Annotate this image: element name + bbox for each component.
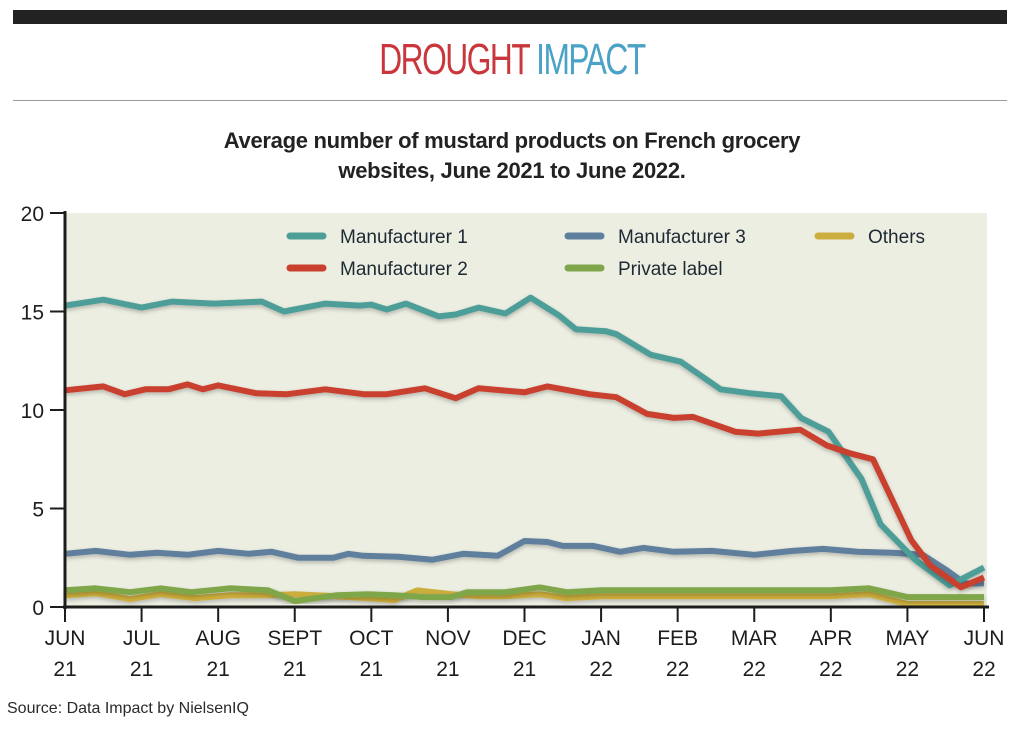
- x-tick-label-month: AUG: [195, 627, 241, 650]
- line-chart: Manufacturer 1 Manufacturer 3 Others Manufa…: [21, 203, 1005, 681]
- series-line-manufacturer-3: [64, 538, 984, 587]
- chart-title-line-2: websites, June 2021 to June 2022.: [338, 158, 686, 183]
- series-layer: [64, 294, 986, 607]
- x-tick-label-month: NOV: [425, 627, 471, 650]
- y-tick-label: 15: [21, 302, 44, 325]
- legend: Manufacturer 1 Manufacturer 3 Others Manufa…: [286, 227, 925, 280]
- brand-word-impact: IMPACT: [536, 35, 646, 84]
- legend-label: Manufacturer 2: [340, 259, 468, 280]
- plot-background: [65, 213, 987, 607]
- x-tick-label-year: 21: [283, 658, 306, 681]
- series-line-manufacturer-1: [64, 294, 986, 589]
- chart-title-line-1: Average number of mustard products on Fr…: [223, 128, 801, 153]
- source-note: Source: Data Impact by NielsenIQ: [7, 700, 249, 717]
- y-tick-label: 5: [32, 499, 44, 522]
- chart-title: Average number of mustard products on Fr…: [0, 126, 1024, 186]
- x-tick-label-month: SEPT: [267, 627, 322, 650]
- x-tick-label-month: JUN: [964, 627, 1005, 650]
- x-tick-label-year: 22: [743, 658, 766, 681]
- y-tick-label: 0: [32, 597, 44, 620]
- brand-word-drought: DROUGHT: [379, 35, 530, 84]
- x-tick-label-year: 22: [589, 658, 612, 681]
- x-tick-label-year: 22: [972, 658, 995, 681]
- x-tick-label-month: APR: [809, 627, 852, 650]
- x-tick-label-year: 21: [53, 658, 76, 681]
- x-tick-label-month: DEC: [502, 627, 546, 650]
- x-tick-label-month: JUN: [45, 627, 86, 650]
- x-tick-label-month: JAN: [581, 627, 621, 650]
- y-ticks: 0 5 10 15 20: [21, 203, 65, 620]
- legend-label: Manufacturer 1: [340, 227, 468, 248]
- x-tick-label-month: MAR: [731, 627, 778, 650]
- x-tick-label-year: 21: [130, 658, 153, 681]
- y-tick-label: 20: [21, 203, 44, 226]
- brand-title: DROUGHT IMPACT: [143, 34, 880, 86]
- x-tick-label-month: OCT: [349, 627, 394, 650]
- x-tick-label-month: JUL: [123, 627, 160, 650]
- x-tick-label-year: 22: [666, 658, 689, 681]
- x-tick-label-month: FEB: [657, 627, 698, 650]
- x-tick-label-year: 22: [896, 658, 919, 681]
- y-tick-label: 10: [21, 400, 44, 423]
- series-line-private-label: [64, 584, 984, 605]
- x-tick-label-year: 21: [436, 658, 459, 681]
- x-tick-label-year: 21: [360, 658, 383, 681]
- legend-label: Private label: [618, 259, 723, 280]
- legend-label: Manufacturer 3: [618, 227, 746, 248]
- x-tick-label-year: 21: [206, 658, 229, 681]
- x-tick-label-month: MAY: [885, 627, 929, 650]
- header-divider: [13, 100, 1007, 101]
- top-bar: [13, 10, 1007, 24]
- x-tick-label-year: 21: [513, 658, 536, 681]
- x-ticks: JUN 21 JUL 21 AUG 21 SEPT 21 OCT 21 NOV 21 DEC 21 JAN 2…: [45, 607, 1005, 681]
- x-tick-label-year: 22: [819, 658, 842, 681]
- legend-label: Others: [868, 227, 925, 248]
- series-line-manufacturer-2: [64, 381, 986, 591]
